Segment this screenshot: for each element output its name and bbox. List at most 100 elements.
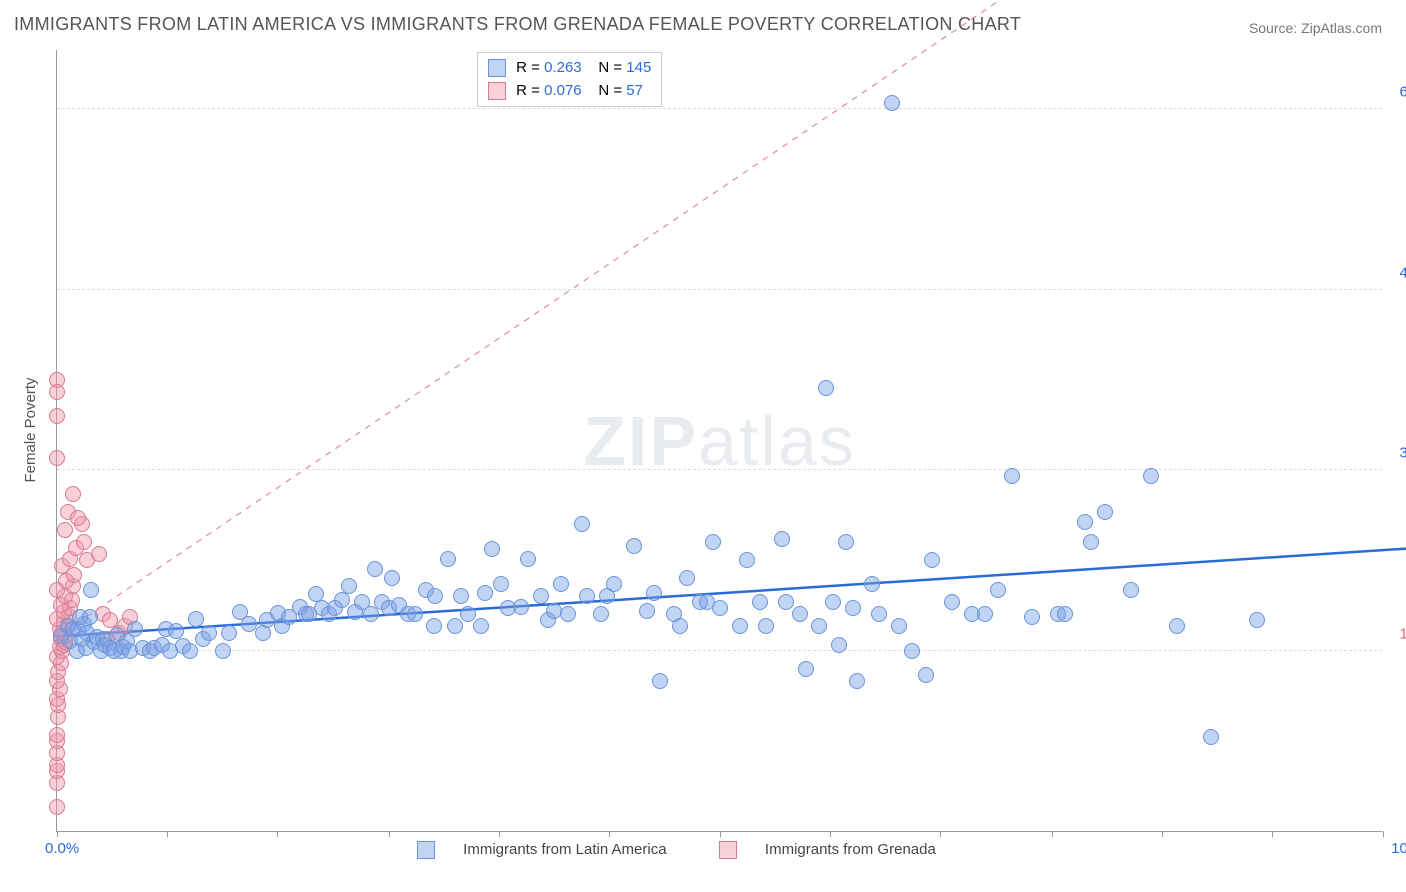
data-point: [774, 531, 790, 547]
r-value: 0.076: [544, 82, 582, 99]
x-tick: [1162, 831, 1163, 837]
x-tick: [389, 831, 390, 837]
legend-item-2: Immigrants from Grenada: [719, 841, 960, 858]
data-point: [705, 534, 721, 550]
gridline: 30.0%: [57, 469, 1382, 470]
data-point: [70, 510, 86, 526]
data-point: [91, 546, 107, 562]
n-label: N =: [598, 59, 626, 76]
data-point: [626, 538, 642, 554]
data-point: [712, 600, 728, 616]
data-point: [533, 588, 549, 604]
trend-lines: [57, 50, 1382, 831]
data-point: [646, 585, 662, 601]
data-point: [924, 552, 940, 568]
data-point: [76, 534, 92, 550]
gridline: 45.0%: [57, 289, 1382, 290]
x-tick: [609, 831, 610, 837]
data-point: [49, 450, 65, 466]
data-point: [83, 582, 99, 598]
data-point: [201, 625, 217, 641]
x-tick: [720, 831, 721, 837]
x-tick: [167, 831, 168, 837]
stats-row-1: R = 0.263 N = 145: [488, 57, 651, 80]
r-value: 0.263: [544, 59, 582, 76]
data-point: [182, 643, 198, 659]
x-tick: [1052, 831, 1053, 837]
legend-item-1: Immigrants from Latin America: [417, 841, 695, 858]
legend-label: Immigrants from Latin America: [463, 841, 666, 858]
x-min-label: 0.0%: [45, 840, 79, 857]
data-point: [831, 637, 847, 653]
legend-label: Immigrants from Grenada: [765, 841, 936, 858]
data-point: [639, 603, 655, 619]
data-point: [864, 576, 880, 592]
data-point: [1024, 609, 1040, 625]
data-point: [127, 621, 143, 637]
data-point: [818, 380, 834, 396]
chart-title: IMMIGRANTS FROM LATIN AMERICA VS IMMIGRA…: [14, 14, 1021, 35]
data-point: [1143, 468, 1159, 484]
data-point: [1169, 618, 1185, 634]
gridline: 60.0%: [57, 108, 1382, 109]
stats-row-2: R = 0.076 N = 57: [488, 80, 651, 103]
data-point: [792, 606, 808, 622]
data-point: [752, 594, 768, 610]
data-point: [460, 606, 476, 622]
y-tick-label: 30.0%: [1399, 445, 1406, 462]
y-tick-label: 45.0%: [1399, 264, 1406, 281]
data-point: [845, 600, 861, 616]
swatch-icon: [719, 841, 737, 859]
data-point: [427, 588, 443, 604]
data-point: [652, 673, 668, 689]
data-point: [473, 618, 489, 634]
x-tick: [1272, 831, 1273, 837]
chart-area: ZIPatlas R = 0.263 N = 145 R = 0.076 N =…: [56, 50, 1382, 832]
r-label: R =: [516, 82, 544, 99]
bottom-legend: Immigrants from Latin America Immigrants…: [417, 841, 984, 859]
data-point: [484, 541, 500, 557]
data-point: [553, 576, 569, 592]
data-point: [453, 588, 469, 604]
data-point: [838, 534, 854, 550]
data-point: [1083, 534, 1099, 550]
x-tick: [277, 831, 278, 837]
data-point: [407, 606, 423, 622]
data-point: [732, 618, 748, 634]
data-point: [447, 618, 463, 634]
data-point: [798, 661, 814, 677]
data-point: [904, 643, 920, 659]
data-point: [871, 606, 887, 622]
x-max-label: 100.0%: [1391, 840, 1406, 857]
data-point: [593, 606, 609, 622]
y-tick-label: 60.0%: [1399, 84, 1406, 101]
data-point: [493, 576, 509, 592]
data-point: [341, 578, 357, 594]
data-point: [1077, 514, 1093, 530]
data-point: [1203, 729, 1219, 745]
r-label: R =: [516, 59, 544, 76]
x-tick: [1383, 831, 1384, 837]
data-point: [334, 592, 350, 608]
data-point: [825, 594, 841, 610]
stats-legend: R = 0.263 N = 145 R = 0.076 N = 57: [477, 52, 662, 107]
data-point: [977, 606, 993, 622]
swatch-series-2: [488, 82, 506, 100]
data-point: [1249, 612, 1265, 628]
n-value: 145: [626, 59, 651, 76]
data-point: [778, 594, 794, 610]
data-point: [82, 609, 98, 625]
y-axis-label: Female Poverty: [22, 377, 39, 482]
data-point: [944, 594, 960, 610]
data-point: [739, 552, 755, 568]
data-point: [1123, 582, 1139, 598]
swatch-series-1: [488, 59, 506, 77]
data-point: [49, 384, 65, 400]
source-label: Source: ZipAtlas.com: [1249, 20, 1382, 36]
data-point: [1057, 606, 1073, 622]
data-point: [49, 799, 65, 815]
data-point: [477, 585, 493, 601]
data-point: [1097, 504, 1113, 520]
gridline: 15.0%: [57, 650, 1382, 651]
n-value: 57: [626, 82, 643, 99]
